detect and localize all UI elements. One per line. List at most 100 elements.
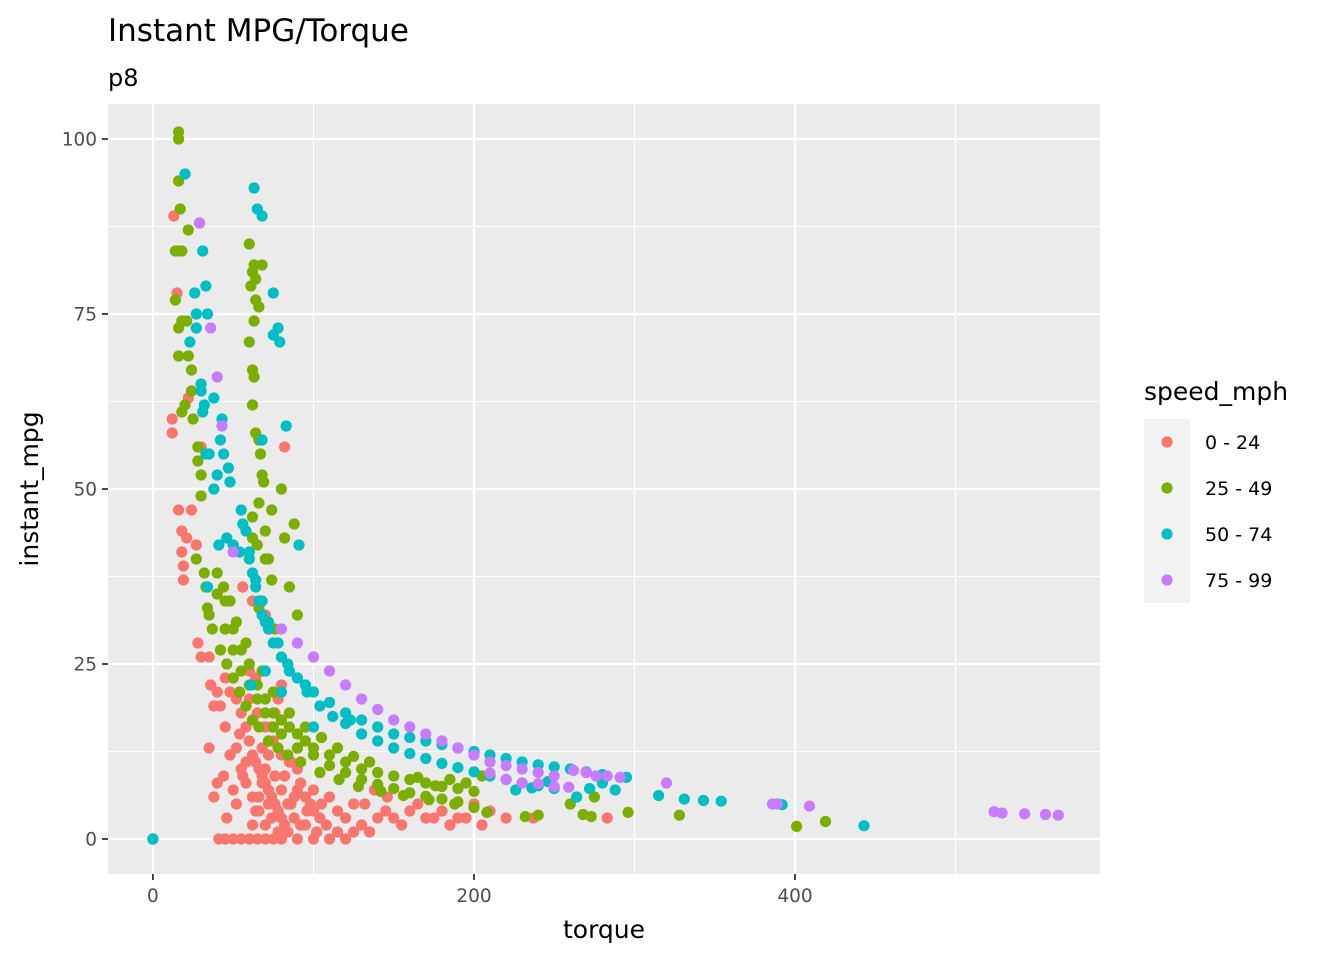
data-point bbox=[176, 406, 188, 418]
data-point bbox=[275, 714, 287, 726]
data-point bbox=[275, 728, 287, 740]
data-point bbox=[259, 665, 271, 677]
data-point bbox=[266, 812, 278, 824]
data-point bbox=[193, 217, 206, 229]
data-point bbox=[404, 805, 416, 817]
data-point bbox=[311, 826, 323, 838]
data-point bbox=[516, 777, 528, 789]
data-point bbox=[197, 245, 209, 257]
y-tick-label: 0 bbox=[85, 830, 97, 851]
data-point bbox=[269, 770, 281, 782]
data-point bbox=[548, 761, 560, 773]
data-point bbox=[396, 819, 408, 831]
data-point bbox=[203, 742, 215, 754]
data-point bbox=[293, 539, 305, 551]
data-point bbox=[436, 793, 448, 805]
data-point bbox=[375, 785, 387, 798]
data-point bbox=[678, 793, 690, 805]
data-point bbox=[262, 798, 275, 810]
data-point bbox=[173, 133, 185, 145]
data-point bbox=[208, 392, 220, 404]
data-point bbox=[205, 322, 217, 334]
data-point bbox=[356, 693, 368, 705]
data-point bbox=[216, 420, 228, 432]
data-point bbox=[218, 770, 230, 782]
data-point bbox=[198, 567, 210, 579]
data-point bbox=[420, 752, 432, 765]
data-point bbox=[227, 833, 239, 845]
data-point bbox=[275, 784, 287, 796]
data-point bbox=[428, 812, 440, 824]
data-point bbox=[288, 518, 300, 530]
data-point bbox=[803, 800, 816, 812]
data-point bbox=[275, 483, 287, 495]
data-point bbox=[235, 504, 247, 516]
data-point bbox=[185, 364, 198, 376]
legend-title: speed_mph bbox=[1144, 377, 1288, 406]
data-point bbox=[224, 749, 236, 761]
data-point bbox=[356, 819, 368, 831]
data-point bbox=[548, 770, 560, 782]
data-point bbox=[519, 811, 531, 823]
data-point bbox=[571, 791, 583, 803]
data-point bbox=[258, 476, 270, 488]
data-point bbox=[359, 798, 371, 810]
data-point bbox=[323, 665, 336, 677]
data-point bbox=[791, 820, 803, 833]
chart-title: Instant MPG/Torque bbox=[108, 13, 409, 49]
data-point bbox=[356, 728, 368, 740]
data-point bbox=[388, 783, 400, 795]
data-point bbox=[275, 686, 287, 698]
data-point bbox=[227, 672, 239, 684]
data-point bbox=[307, 651, 320, 663]
data-point bbox=[227, 784, 239, 796]
x-tick-label: 0 bbox=[147, 886, 159, 907]
data-point bbox=[181, 532, 193, 544]
data-point bbox=[246, 399, 259, 411]
data-point bbox=[452, 762, 464, 774]
data-point bbox=[340, 833, 352, 845]
legend-label: 75 - 99 bbox=[1205, 570, 1272, 592]
data-point bbox=[182, 224, 194, 236]
data-point bbox=[243, 833, 255, 845]
data-point bbox=[283, 707, 295, 719]
data-point bbox=[224, 476, 236, 488]
data-point bbox=[364, 826, 376, 838]
data-point bbox=[256, 777, 268, 789]
data-point bbox=[272, 742, 284, 754]
legend-key bbox=[1161, 574, 1173, 586]
data-point bbox=[412, 771, 424, 784]
data-point bbox=[567, 764, 580, 777]
data-point bbox=[444, 819, 456, 831]
y-tick-label: 50 bbox=[73, 480, 97, 501]
data-point bbox=[166, 413, 178, 425]
data-point bbox=[211, 588, 223, 600]
data-point bbox=[372, 735, 384, 747]
data-point bbox=[320, 819, 332, 831]
data-point bbox=[673, 809, 686, 821]
data-point bbox=[208, 791, 220, 803]
data-point bbox=[364, 756, 376, 768]
data-point bbox=[282, 826, 294, 838]
data-point bbox=[460, 777, 472, 789]
x-axis: 0 200 400 bbox=[147, 874, 813, 907]
data-point bbox=[248, 371, 260, 383]
data-point bbox=[259, 833, 271, 845]
data-point bbox=[250, 574, 262, 586]
data-point bbox=[315, 731, 328, 744]
data-point bbox=[532, 778, 544, 790]
data-point bbox=[282, 798, 294, 810]
x-axis-title: torque bbox=[563, 915, 645, 944]
data-point bbox=[275, 623, 287, 635]
data-point bbox=[429, 780, 442, 792]
data-point bbox=[237, 518, 249, 530]
data-point bbox=[340, 756, 352, 768]
data-point bbox=[177, 560, 189, 572]
data-point bbox=[201, 308, 214, 320]
data-point bbox=[243, 336, 255, 348]
data-point bbox=[219, 833, 231, 845]
x-tick-label: 400 bbox=[777, 886, 812, 907]
data-point bbox=[200, 280, 212, 292]
data-point bbox=[267, 707, 279, 719]
data-point bbox=[404, 748, 416, 760]
